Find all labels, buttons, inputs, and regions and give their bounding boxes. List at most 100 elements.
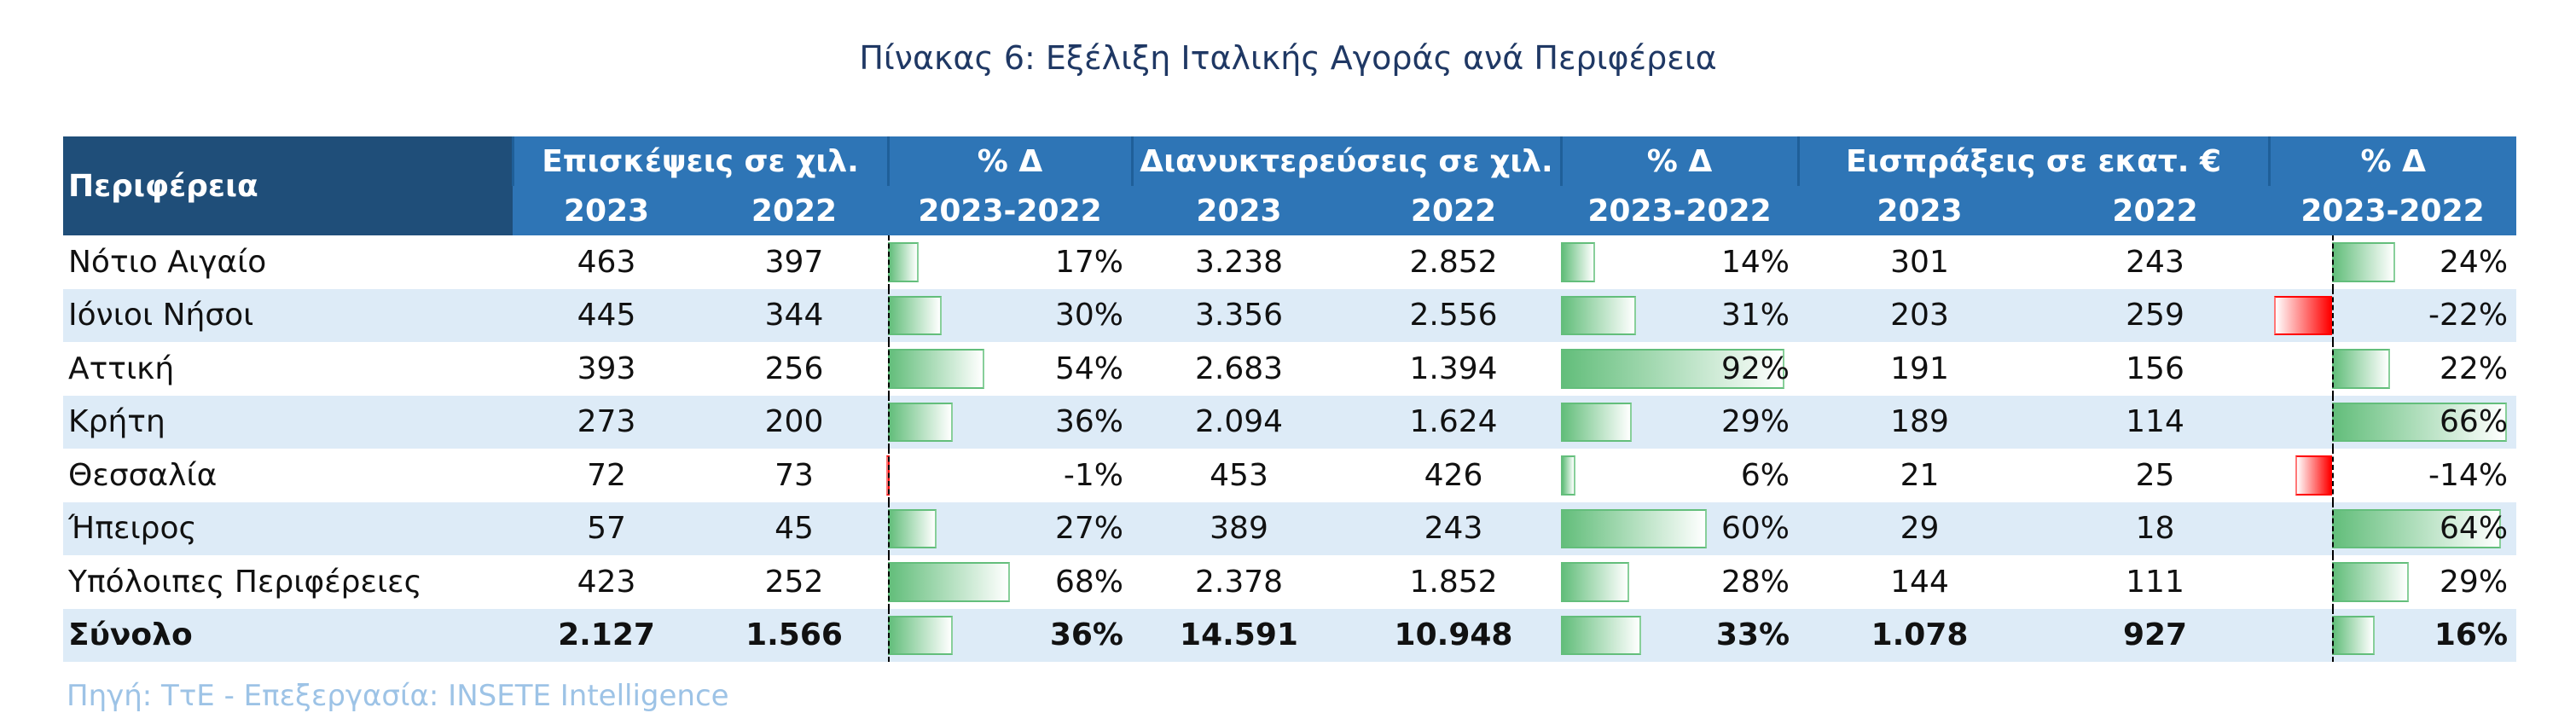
receipts-2023-cell: 203 <box>1798 288 2042 342</box>
data-bar-axis <box>2332 555 2335 609</box>
receipts-pct-label: 16% <box>2434 617 2509 653</box>
positive-data-bar <box>2332 402 2507 442</box>
receipts-pct-label: 29% <box>2440 564 2509 600</box>
region-cell: Ήπειρος <box>63 501 513 555</box>
overnights-pct-cell: 28% <box>1561 555 1798 609</box>
data-bar-axis <box>888 342 890 396</box>
overnights-pct-label: 6% <box>1740 457 1790 493</box>
overnights-pct-cell: 14% <box>1561 235 1798 289</box>
visits-pct-label: 36% <box>1049 617 1123 653</box>
visits-pct-cell: 17% <box>888 235 1132 289</box>
overnights-header: Διανυκτερεύσεις σε χιλ. <box>1130 136 1562 186</box>
receipts-2022-cell: 927 <box>2041 608 2270 662</box>
positive-data-bar <box>888 349 985 389</box>
region-cell: Σύνολο <box>63 608 513 662</box>
visits-pct-cell: 36% <box>888 608 1132 662</box>
positive-data-bar <box>2332 349 2391 389</box>
positive-data-bar <box>888 295 942 335</box>
overnights-2022-cell: 2.556 <box>1346 288 1562 342</box>
receipts-pct-label: 24% <box>2440 244 2509 280</box>
visits-2022-cell: 73 <box>775 457 814 493</box>
overnights-range-header: 2023-2022 <box>1561 186 1799 235</box>
receipts-pct-cell: 29% <box>2269 555 2516 609</box>
region-cell: Αττική <box>68 351 175 386</box>
receipts-pct-label: -14% <box>2428 457 2509 493</box>
receipts-pct-label: 22% <box>2440 351 2509 386</box>
overnights-2022-cell: 10.948 <box>1346 608 1562 662</box>
overnights-2022-cell: 1.394 <box>1409 351 1498 386</box>
receipts-pct-cell: 64% <box>2269 501 2517 555</box>
data-bar-axis <box>2332 608 2335 662</box>
table-row: Νότιο Αιγαίο 463 397 17% 3.238 2.852 14%… <box>63 235 2516 289</box>
data-bar-axis <box>888 555 890 609</box>
positive-data-bar <box>888 242 919 282</box>
receipts-2022-cell: 111 <box>2126 564 2184 600</box>
visits-pct-cell: 27% <box>888 501 1132 555</box>
receipts-2023-header: 2023 <box>1798 186 2042 235</box>
visits-pct-label: -1% <box>1063 457 1123 493</box>
visits-2023-cell: 463 <box>577 244 636 280</box>
receipts-2022-cell: 25 <box>2135 457 2175 493</box>
data-bar-axis <box>888 449 890 502</box>
positive-data-bar <box>2332 242 2396 282</box>
data-bar-axis <box>2332 235 2335 289</box>
positive-data-bar <box>1561 615 1642 655</box>
visits-2023-cell: 445 <box>513 288 700 342</box>
receipts-pct-cell: -14% <box>2269 449 2516 502</box>
receipts-2023-cell: 144 <box>1890 564 1949 600</box>
receipts-pct-label: 66% <box>2440 404 2509 440</box>
overnights-pct-cell: 33% <box>1561 608 1799 662</box>
data-bar-axis <box>2332 501 2335 555</box>
data-bar-axis <box>2332 342 2335 396</box>
negative-data-bar <box>2295 455 2333 496</box>
visits-pct-label: 17% <box>1054 244 1123 280</box>
visits-pct-label: 36% <box>1054 404 1123 440</box>
visits-2023-cell: 393 <box>577 351 636 386</box>
positive-data-bar <box>1561 402 1632 442</box>
visits-2022-cell: 200 <box>700 395 888 449</box>
positive-data-bar <box>2332 615 2375 655</box>
data-bar-axis <box>888 501 890 555</box>
overnights-2023-cell: 2.683 <box>1194 351 1284 386</box>
visits-pct-cell: 36% <box>888 395 1132 449</box>
receipts-2022-cell: 18 <box>2041 501 2270 555</box>
visits-2022-cell: 397 <box>764 244 824 280</box>
overnights-2023-cell: 2.094 <box>1132 395 1346 449</box>
region-cell: Υπόλοιπες Περιφέρειες <box>68 564 422 600</box>
visits-2022-cell: 256 <box>764 351 824 386</box>
positive-data-bar <box>888 402 953 442</box>
visits-pct-label: 27% <box>1054 511 1123 547</box>
visits-2023-cell: 423 <box>577 564 636 600</box>
overnights-pct-cell: 31% <box>1561 288 1799 342</box>
receipts-2023-cell: 301 <box>1890 244 1949 280</box>
visits-pct-cell: -1% <box>885 449 1132 502</box>
table-body: Νότιο Αιγαίο 463 397 17% 3.238 2.852 14%… <box>63 235 2517 662</box>
visits-pct-cell: 30% <box>888 288 1132 342</box>
overnights-pct-label: 28% <box>1721 564 1790 600</box>
overnights-2022-cell: 1.852 <box>1409 564 1498 600</box>
overnights-2022-cell: 426 <box>1424 457 1483 493</box>
visits-2023-cell: 2.127 <box>513 608 700 662</box>
region-cell: Νότιο Αιγαίο <box>68 244 267 280</box>
negative-data-bar <box>2273 295 2333 335</box>
overnights-pct-cell: 60% <box>1561 501 1799 555</box>
receipts-pct-cell: 66% <box>2269 395 2517 449</box>
receipts-pct-cell: -22% <box>2269 288 2517 342</box>
overnights-2022-cell: 2.852 <box>1409 244 1498 280</box>
visits-pct-label: 68% <box>1054 564 1123 600</box>
table-row: Ήπειρος 57 45 27% 389 243 60% 29 18 64% <box>63 501 2517 555</box>
overnights-pct-cell: 29% <box>1561 395 1799 449</box>
data-bar-axis <box>2332 395 2335 449</box>
data-bar-axis <box>888 235 890 289</box>
positive-data-bar <box>888 508 937 548</box>
visits-pct-cell: 68% <box>888 555 1132 609</box>
visits-2023-cell: 72 <box>587 457 626 493</box>
positive-data-bar <box>2332 562 2409 602</box>
receipts-2023-cell: 1.078 <box>1798 608 2042 662</box>
visits-2022-cell: 252 <box>764 564 824 600</box>
overnights-2023-cell: 389 <box>1132 501 1346 555</box>
overnights-2022-cell: 1.624 <box>1346 395 1562 449</box>
receipts-2022-cell: 259 <box>2041 288 2270 342</box>
visits-pct-label: 30% <box>1054 298 1123 333</box>
visits-pct-cell: 54% <box>888 342 1132 396</box>
